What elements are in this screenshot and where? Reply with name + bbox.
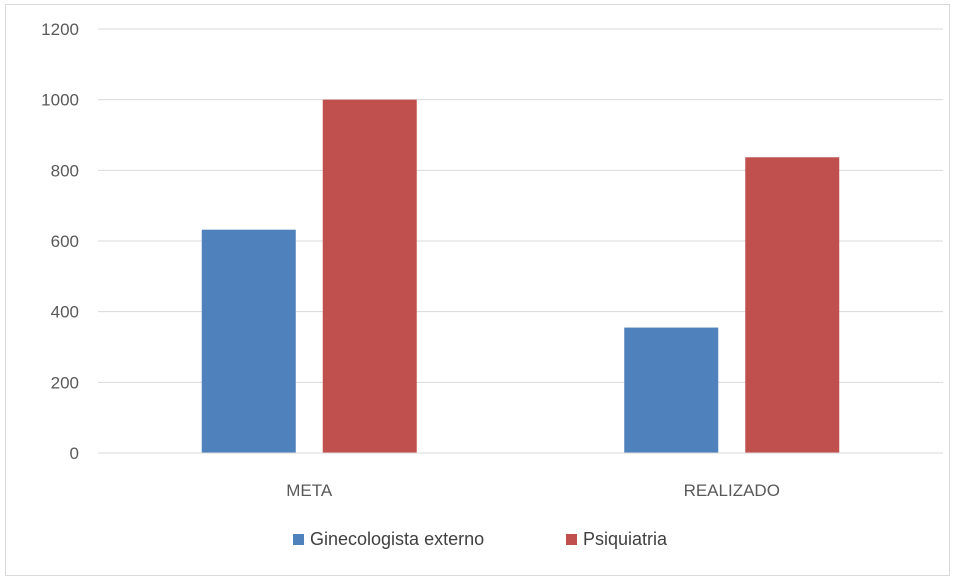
legend-item: Psiquiatria (566, 529, 668, 549)
y-tick-label: 400 (51, 303, 79, 322)
bar-ginecologista-externo-realizado (624, 327, 719, 453)
legend: Ginecologista externo Psiquiatria (293, 529, 668, 549)
legend-label: Ginecologista externo (310, 529, 484, 549)
bar-psiquiatria-meta (322, 99, 417, 454)
x-category-label: META (286, 481, 333, 500)
legend-item: Ginecologista externo (293, 529, 484, 549)
y-tick-label: 1200 (41, 20, 79, 39)
y-tick-label: 800 (51, 161, 79, 180)
bar-psiquiatria-realizado (745, 157, 840, 453)
y-tick-label: 0 (70, 444, 79, 463)
y-axis-tick-labels: 0 200 400 600 800 1000 1200 (41, 20, 79, 463)
legend-swatch (566, 534, 577, 545)
bar-ginecologista-externo-meta (201, 229, 296, 453)
bars (201, 99, 840, 454)
x-category-label: REALIZADO (684, 481, 780, 500)
y-tick-label: 600 (51, 232, 79, 251)
x-axis-category-labels: META REALIZADO (286, 481, 780, 500)
legend-swatch (293, 534, 304, 545)
y-tick-label: 200 (51, 373, 79, 392)
legend-label: Psiquiatria (583, 529, 668, 549)
y-tick-label: 1000 (41, 91, 79, 110)
